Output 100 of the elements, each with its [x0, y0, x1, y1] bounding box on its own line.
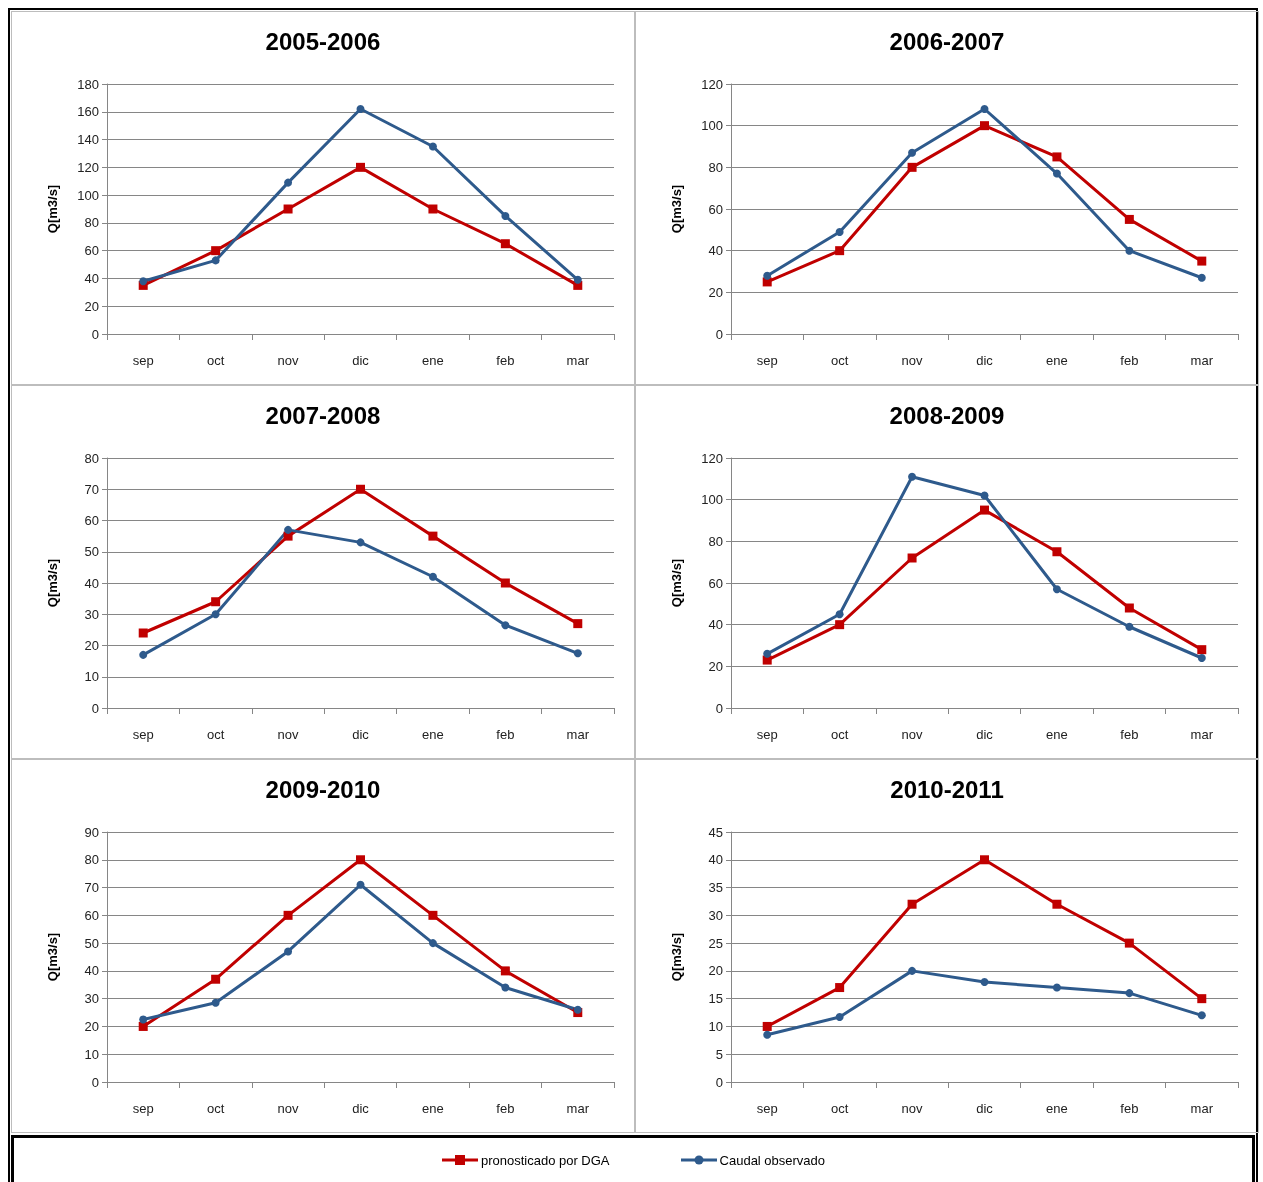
y-axis-title: Q[m3/s]: [45, 932, 60, 982]
point: [835, 610, 844, 619]
point: [356, 105, 365, 113]
point: [428, 531, 438, 541]
x-tick-label: mar: [1190, 353, 1214, 368]
x-tick-label: nov: [277, 727, 300, 742]
point: [907, 553, 917, 563]
y-tick-label: 140: [77, 132, 99, 148]
point: [1124, 603, 1134, 613]
y-tick-label: 20: [84, 638, 99, 653]
y-tick-label: 80: [708, 533, 723, 549]
point: [763, 649, 772, 658]
y-tick-label: 35: [708, 880, 723, 896]
x-tick-label: mar: [566, 353, 590, 368]
y-tick-label: 20: [708, 658, 723, 674]
x-tick-label: sep: [756, 727, 778, 742]
x-tick-label: mar: [1190, 727, 1214, 742]
x-tick-label: nov: [901, 353, 924, 368]
point: [356, 484, 365, 494]
y-tick-label: 120: [701, 450, 723, 466]
y-tick-label: 5: [715, 1046, 723, 1062]
y-tick-label: 45: [708, 824, 723, 840]
point: [763, 1030, 772, 1039]
x-tick-label: oct: [206, 727, 225, 742]
y-tick-label: 40: [84, 963, 99, 979]
point: [283, 204, 293, 214]
y-tick-label: 30: [84, 991, 99, 1007]
point: [139, 650, 148, 659]
x-tick-label: mar: [1190, 1101, 1214, 1116]
x-tick-label: ene: [422, 1101, 444, 1116]
point: [1052, 547, 1062, 557]
chart-title: 2006-2007: [889, 27, 1005, 55]
point: [500, 578, 510, 588]
chart-title: 2005-2006: [265, 27, 381, 55]
y-tick-label: 10: [708, 1018, 723, 1034]
point: [1197, 994, 1207, 1004]
chart-title: 2008-2009: [889, 401, 1005, 429]
point: [356, 162, 365, 172]
y-axis-title: Q[m3/s]: [45, 184, 60, 234]
point: [980, 978, 989, 986]
y-tick-label: 60: [708, 575, 723, 591]
x-tick-label: dic: [976, 727, 994, 742]
point: [980, 105, 989, 113]
point: [573, 649, 582, 658]
y-tick-label: 20: [708, 963, 723, 979]
y-tick-label: 30: [84, 606, 99, 622]
y-tick-label: 180: [77, 76, 99, 92]
y-tick-label: 0: [715, 1074, 723, 1090]
point: [211, 998, 220, 1007]
point: [284, 178, 293, 187]
point: [1197, 256, 1207, 266]
point: [835, 1013, 844, 1021]
x-tick-label: ene: [422, 727, 444, 742]
point: [1052, 585, 1061, 594]
y-tick-label: 25: [708, 935, 723, 951]
x-tick-label: nov: [277, 1101, 300, 1116]
y-tick-label: 20: [84, 1018, 99, 1034]
point: [139, 1015, 148, 1024]
point: [1197, 654, 1206, 662]
y-tick-label: 80: [708, 159, 723, 175]
y-tick-label: 120: [701, 76, 723, 92]
point: [138, 628, 148, 638]
y-tick-label: 80: [84, 450, 99, 466]
point: [908, 148, 917, 157]
point: [428, 572, 437, 581]
x-tick-label: oct: [206, 1101, 225, 1116]
point: [1124, 938, 1134, 948]
y-tick-label: 10: [84, 1046, 99, 1062]
x-tick-label: feb: [1120, 1101, 1139, 1116]
y-tick-label: 50: [84, 544, 99, 560]
point: [138, 1021, 148, 1031]
y-tick-label: 80: [84, 215, 99, 231]
point: [356, 538, 365, 547]
x-tick-label: feb: [1120, 727, 1139, 742]
y-tick-label: 80: [84, 852, 99, 868]
y-tick-label: 40: [84, 270, 99, 286]
x-tick-label: oct: [830, 727, 849, 742]
point: [283, 910, 293, 920]
y-axis-title: Q[m3/s]: [45, 558, 60, 608]
point: [1197, 273, 1206, 282]
point: [211, 246, 221, 256]
x-tick-label: ene: [1046, 727, 1068, 742]
point: [835, 246, 845, 256]
x-tick-label: dic: [352, 353, 370, 368]
point: [1124, 214, 1134, 224]
x-tick-label: sep: [756, 353, 778, 368]
y-tick-label: 60: [84, 907, 99, 923]
point: [908, 966, 917, 975]
point: [763, 271, 772, 280]
x-tick-label: ene: [1046, 353, 1068, 368]
point: [1125, 989, 1134, 998]
y-tick-label: 0: [715, 326, 723, 342]
point: [284, 525, 293, 534]
point: [907, 162, 917, 172]
point: [908, 472, 917, 481]
y-tick-label: 0: [91, 700, 99, 716]
y-tick-label: 0: [91, 326, 99, 342]
point: [501, 983, 510, 992]
y-tick-label: 15: [708, 991, 723, 1007]
point: [1052, 899, 1062, 909]
